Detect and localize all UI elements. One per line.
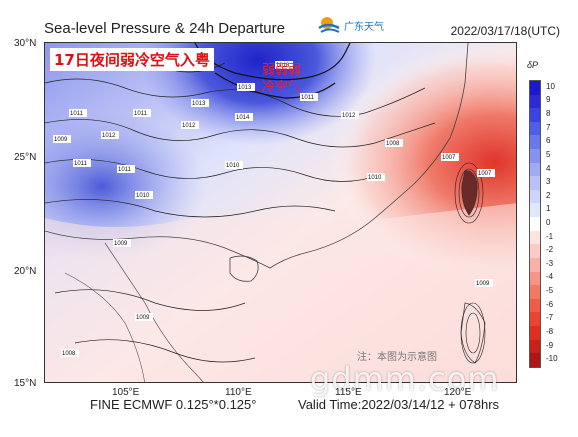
contour-label: 1009	[476, 281, 490, 287]
lat-label: 15°N	[14, 378, 37, 389]
colorbar-label: 8	[546, 109, 551, 119]
schematic-note: 注：本图为示意图	[357, 352, 437, 363]
lat-label: 20°N	[14, 266, 37, 277]
colorbar-label: -4	[546, 272, 554, 282]
colorbar-segment	[530, 189, 540, 204]
contour-label: 1012	[102, 133, 116, 139]
colorbar-label: -7	[546, 313, 554, 323]
contour-label: 1013	[192, 101, 206, 107]
colorbar-segment	[530, 162, 540, 177]
contour-label: 1011	[134, 111, 148, 117]
colorbar-segment	[530, 94, 540, 109]
contour-label: 1009	[136, 315, 150, 321]
colorbar-label: -8	[546, 326, 554, 336]
lon-label: 110°E	[225, 387, 252, 398]
colorbar-label: 3	[546, 177, 551, 187]
colorbar-label: -1	[546, 231, 554, 241]
contour-label: 1014	[236, 115, 250, 121]
chart-datetime: 2022/03/17/18(UTC)	[450, 24, 560, 38]
contour-label: 1007	[442, 155, 456, 161]
colorbar-segment	[530, 176, 540, 190]
contour-label: 1011	[301, 95, 315, 101]
contour-label: 1010	[226, 163, 240, 169]
colorbar-segment	[530, 217, 540, 231]
colorbar-segment	[530, 108, 540, 122]
map-canvas: 1011 1009 1011 1012 1013 1011 1012 1013 …	[45, 43, 516, 382]
model-label: FINE ECMWF 0.125°*0.125°	[90, 397, 257, 412]
colorbar-label: 4	[546, 163, 551, 173]
contour-labels: 1011 1009 1011 1012 1013 1011 1012 1013 …	[53, 61, 495, 357]
lon-label: 105°E	[112, 387, 140, 398]
colorbar-segment	[530, 135, 540, 150]
logo-text: 广东天气	[344, 21, 384, 33]
contour-label: 1008	[62, 351, 76, 357]
colorbar-label: 5	[546, 149, 551, 159]
valid-time: Valid Time:2022/03/14/12 + 078hrs	[298, 397, 500, 412]
contour-label: 1009	[114, 241, 128, 247]
colorbar-label: 0	[546, 218, 551, 227]
contour-label: 1008	[386, 141, 400, 147]
contour-label: 1009	[54, 137, 68, 143]
lon-label: 120°E	[444, 387, 472, 398]
colorbar-label: 2	[546, 190, 551, 200]
annotation-box: 17日夜间弱冷空气入粤	[50, 48, 214, 71]
logo: 广东天气	[318, 16, 384, 34]
colorbar-segment	[530, 257, 540, 272]
contour-label: 1010	[136, 193, 150, 199]
red-note: 弱弱弱 冷空气	[262, 62, 301, 96]
contour-label: 1007	[478, 171, 492, 177]
colorbar-title: δP	[527, 60, 539, 70]
colorbar-label: 1	[546, 204, 551, 214]
colorbar-segment	[530, 121, 540, 136]
colorbar-segment	[530, 312, 540, 326]
colorbar-segment	[530, 81, 540, 95]
colorbar-segment	[530, 149, 540, 163]
colorbar-segment	[530, 285, 540, 299]
colorbar-segment	[530, 339, 540, 354]
colorbar-segment	[530, 325, 540, 340]
colorbar	[529, 80, 541, 368]
pressure-map: 1011 1009 1011 1012 1013 1011 1012 1013 …	[44, 42, 517, 383]
contour-label: 1011	[70, 111, 84, 117]
colorbar-segment	[530, 271, 540, 286]
contour-label: 1011	[118, 167, 132, 173]
lon-label: 115°E	[335, 387, 362, 398]
colorbar-label: -5	[546, 286, 554, 296]
colorbar-segment	[530, 230, 540, 245]
contour-label: 1013	[276, 63, 290, 69]
contour-label: 1013	[238, 85, 252, 91]
colorbar-label: -10	[546, 354, 558, 364]
red-note-line2: 冷空气	[262, 80, 302, 95]
contour-label: 1011	[74, 161, 88, 167]
chart-title: Sea-level Pressure & 24h Departure	[44, 20, 285, 37]
contour-label: 1012	[342, 113, 356, 119]
colorbar-segment	[530, 203, 540, 218]
logo-icon	[318, 17, 340, 33]
colorbar-label: 10	[546, 81, 555, 91]
colorbar-label: -3	[546, 258, 554, 268]
colorbar-label: 9	[546, 95, 551, 105]
contour-label: 1012	[182, 123, 196, 129]
colorbar-segment	[530, 244, 540, 258]
contour-label: 1010	[368, 175, 382, 181]
colorbar-label: -9	[546, 340, 554, 350]
watermark: gdmm.com	[310, 360, 500, 398]
lat-label: 30°N	[14, 38, 37, 49]
colorbar-label: 6	[546, 136, 551, 146]
lat-label: 25°N	[14, 152, 37, 163]
colorbar-segment	[530, 298, 540, 313]
red-note-line1: 弱弱弱	[262, 63, 302, 78]
colorbar-label: -6	[546, 299, 554, 309]
colorbar-label: -2	[546, 245, 554, 255]
colorbar-label: 7	[546, 122, 551, 132]
colorbar-segment	[530, 353, 540, 367]
